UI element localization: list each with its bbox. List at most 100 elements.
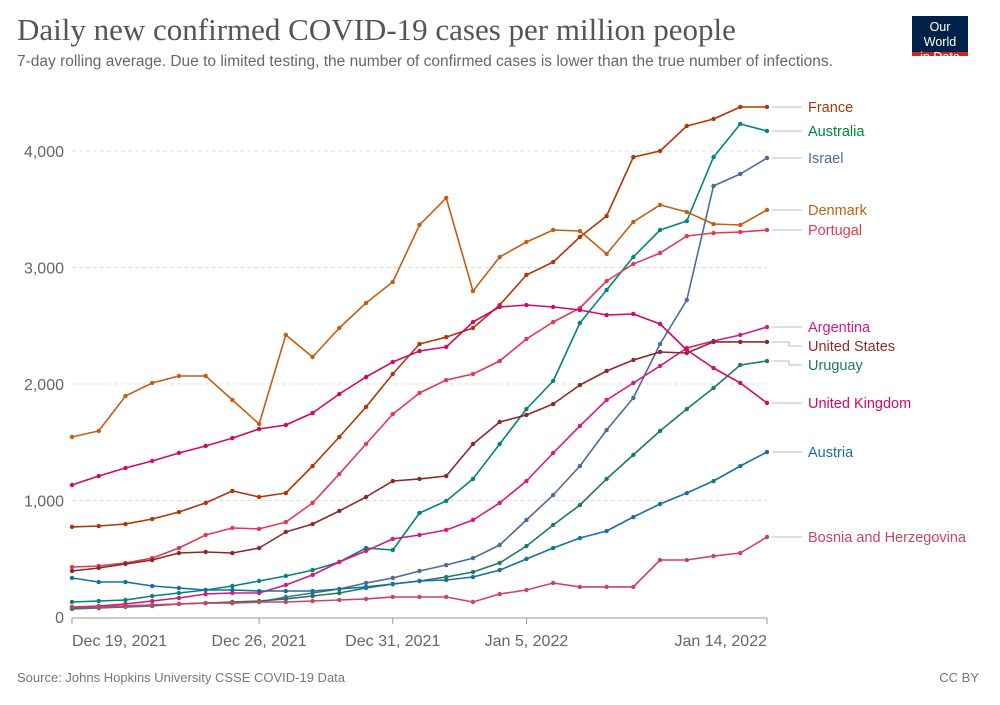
data-point[interactable] xyxy=(604,397,609,403)
data-point[interactable] xyxy=(230,488,235,494)
data-point[interactable] xyxy=(337,508,342,514)
data-point[interactable] xyxy=(363,580,369,586)
data-point[interactable] xyxy=(203,532,208,538)
data-point[interactable] xyxy=(738,104,743,110)
data-point[interactable] xyxy=(283,490,289,496)
data-point[interactable] xyxy=(470,574,476,580)
data-point[interactable] xyxy=(711,183,716,189)
data-point[interactable] xyxy=(417,341,422,347)
data-point[interactable] xyxy=(363,404,369,410)
data-point[interactable] xyxy=(149,602,155,608)
data-point[interactable] xyxy=(738,332,743,338)
data-point[interactable] xyxy=(256,588,262,594)
data-point[interactable] xyxy=(337,434,342,440)
data-point[interactable] xyxy=(524,587,529,593)
data-point[interactable] xyxy=(69,434,75,440)
data-point[interactable] xyxy=(470,476,476,482)
data-point[interactable] xyxy=(96,473,101,479)
data-point[interactable] xyxy=(764,449,770,455)
data-point[interactable] xyxy=(283,573,289,579)
data-point[interactable] xyxy=(604,427,609,433)
data-point[interactable] xyxy=(684,350,690,356)
data-point[interactable] xyxy=(497,542,502,548)
data-point[interactable] xyxy=(123,603,128,609)
data-point[interactable] xyxy=(657,227,663,233)
data-point[interactable] xyxy=(256,421,262,427)
data-point[interactable] xyxy=(711,339,716,345)
data-point[interactable] xyxy=(470,319,476,325)
series-united-kingdom[interactable] xyxy=(69,302,770,488)
data-point[interactable] xyxy=(470,288,476,294)
data-point[interactable] xyxy=(470,569,476,575)
data-point[interactable] xyxy=(711,553,716,559)
data-point[interactable] xyxy=(417,594,422,600)
data-point[interactable] xyxy=(176,595,182,601)
data-point[interactable] xyxy=(283,332,289,338)
data-point[interactable] xyxy=(550,545,556,551)
data-point[interactable] xyxy=(390,359,395,365)
data-point[interactable] xyxy=(631,357,636,363)
data-point[interactable] xyxy=(604,312,609,318)
data-point[interactable] xyxy=(123,393,128,399)
data-point[interactable] xyxy=(310,410,315,416)
series-line[interactable] xyxy=(71,123,768,603)
data-point[interactable] xyxy=(230,583,235,589)
series-label-united-states[interactable]: United States xyxy=(808,339,895,355)
data-point[interactable] xyxy=(684,406,690,412)
data-point[interactable] xyxy=(256,526,262,532)
data-point[interactable] xyxy=(524,406,529,412)
data-point[interactable] xyxy=(69,482,75,488)
data-point[interactable] xyxy=(738,550,743,556)
data-point[interactable] xyxy=(310,521,315,527)
data-point[interactable] xyxy=(738,339,743,345)
data-point[interactable] xyxy=(123,579,128,585)
data-point[interactable] xyxy=(657,250,663,256)
data-point[interactable] xyxy=(524,302,529,308)
data-point[interactable] xyxy=(444,562,449,568)
data-point[interactable] xyxy=(684,218,690,224)
data-point[interactable] xyxy=(256,426,262,432)
series-austria[interactable] xyxy=(69,449,770,594)
data-point[interactable] xyxy=(550,492,556,498)
data-point[interactable] xyxy=(283,519,289,525)
data-point[interactable] xyxy=(497,358,502,364)
data-point[interactable] xyxy=(444,577,449,583)
data-point[interactable] xyxy=(524,478,529,484)
series-line[interactable] xyxy=(71,229,768,568)
data-point[interactable] xyxy=(390,478,395,484)
data-point[interactable] xyxy=(524,239,529,245)
data-point[interactable] xyxy=(203,500,208,506)
data-point[interactable] xyxy=(363,300,369,306)
data-point[interactable] xyxy=(550,401,556,407)
data-point[interactable] xyxy=(631,584,636,590)
data-point[interactable] xyxy=(550,580,556,586)
data-point[interactable] xyxy=(524,517,529,523)
data-point[interactable] xyxy=(96,579,101,585)
data-point[interactable] xyxy=(470,517,476,523)
series-line[interactable] xyxy=(71,197,768,438)
data-point[interactable] xyxy=(604,287,609,293)
data-point[interactable] xyxy=(631,154,636,160)
series-label-united-kingdom[interactable]: United Kingdom xyxy=(808,396,911,412)
data-point[interactable] xyxy=(684,347,690,353)
data-point[interactable] xyxy=(310,500,315,506)
data-point[interactable] xyxy=(550,319,556,325)
data-point[interactable] xyxy=(256,494,262,500)
data-point[interactable] xyxy=(176,545,182,551)
data-point[interactable] xyxy=(390,594,395,600)
data-point[interactable] xyxy=(764,104,770,110)
data-point[interactable] xyxy=(631,261,636,267)
data-point[interactable] xyxy=(149,583,155,589)
data-point[interactable] xyxy=(203,373,208,379)
data-point[interactable] xyxy=(577,423,583,429)
series-united-states[interactable] xyxy=(69,339,770,574)
data-point[interactable] xyxy=(684,490,690,496)
data-point[interactable] xyxy=(550,227,556,233)
data-point[interactable] xyxy=(176,550,182,556)
data-point[interactable] xyxy=(550,522,556,528)
data-point[interactable] xyxy=(203,549,208,555)
data-point[interactable] xyxy=(310,588,315,594)
data-point[interactable] xyxy=(657,428,663,434)
data-point[interactable] xyxy=(470,371,476,377)
data-point[interactable] xyxy=(176,373,182,379)
